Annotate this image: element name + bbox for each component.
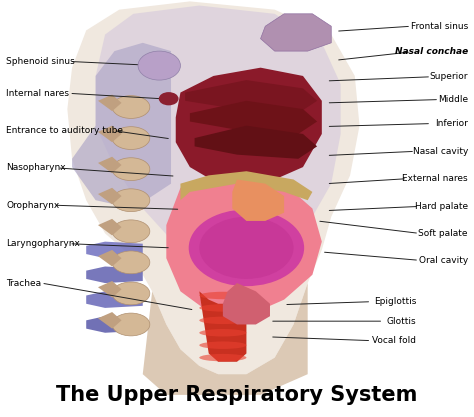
Text: Epiglottis: Epiglottis bbox=[374, 297, 416, 306]
Polygon shape bbox=[232, 179, 284, 221]
Polygon shape bbox=[190, 101, 317, 134]
Text: Nasal conchae: Nasal conchae bbox=[395, 48, 468, 56]
Ellipse shape bbox=[112, 158, 150, 181]
Text: Oropharynx: Oropharynx bbox=[6, 201, 59, 210]
Ellipse shape bbox=[199, 217, 293, 279]
Polygon shape bbox=[86, 291, 143, 308]
Ellipse shape bbox=[138, 51, 181, 80]
Ellipse shape bbox=[199, 354, 246, 362]
Ellipse shape bbox=[112, 127, 150, 149]
Text: The Upper Respiratory System: The Upper Respiratory System bbox=[56, 385, 418, 405]
Polygon shape bbox=[195, 126, 317, 159]
Text: Trachea: Trachea bbox=[6, 279, 41, 288]
Text: Oral cavity: Oral cavity bbox=[419, 256, 468, 265]
Ellipse shape bbox=[189, 209, 304, 286]
Polygon shape bbox=[199, 291, 246, 362]
Text: Sphenoid sinus: Sphenoid sinus bbox=[6, 57, 75, 66]
Polygon shape bbox=[223, 283, 270, 324]
Ellipse shape bbox=[112, 220, 150, 243]
Polygon shape bbox=[67, 1, 359, 374]
Polygon shape bbox=[98, 157, 121, 173]
Text: Middle: Middle bbox=[438, 95, 468, 104]
Ellipse shape bbox=[112, 251, 150, 274]
Polygon shape bbox=[261, 14, 331, 51]
Polygon shape bbox=[98, 250, 121, 266]
Text: Entrance to auditory tube: Entrance to auditory tube bbox=[6, 126, 123, 135]
Text: Internal nares: Internal nares bbox=[6, 89, 69, 98]
Polygon shape bbox=[98, 281, 121, 298]
Ellipse shape bbox=[199, 342, 246, 349]
Ellipse shape bbox=[112, 95, 150, 118]
Ellipse shape bbox=[112, 282, 150, 305]
Polygon shape bbox=[98, 188, 121, 204]
Polygon shape bbox=[86, 241, 143, 258]
Ellipse shape bbox=[159, 92, 179, 106]
Text: Nasopharynx: Nasopharynx bbox=[6, 163, 66, 172]
Text: Vocal fold: Vocal fold bbox=[372, 336, 416, 345]
Text: Nasal cavity: Nasal cavity bbox=[412, 147, 468, 156]
Polygon shape bbox=[98, 95, 121, 111]
Polygon shape bbox=[98, 126, 121, 142]
Polygon shape bbox=[143, 283, 308, 395]
Polygon shape bbox=[166, 176, 322, 316]
Text: External nares: External nares bbox=[402, 174, 468, 183]
Polygon shape bbox=[86, 316, 143, 333]
Text: Hard palate: Hard palate bbox=[415, 202, 468, 211]
Text: Superior: Superior bbox=[429, 72, 468, 81]
Ellipse shape bbox=[199, 304, 246, 311]
Polygon shape bbox=[98, 219, 121, 236]
Text: Inferior: Inferior bbox=[435, 119, 468, 128]
Ellipse shape bbox=[199, 317, 246, 324]
Polygon shape bbox=[181, 171, 312, 200]
Text: Glottis: Glottis bbox=[386, 317, 416, 326]
Polygon shape bbox=[72, 43, 171, 208]
Polygon shape bbox=[86, 266, 143, 283]
Polygon shape bbox=[185, 80, 317, 113]
Text: Frontal sinus: Frontal sinus bbox=[410, 22, 468, 31]
Ellipse shape bbox=[199, 292, 246, 299]
Polygon shape bbox=[98, 312, 121, 329]
Ellipse shape bbox=[112, 313, 150, 336]
Ellipse shape bbox=[199, 329, 246, 337]
Polygon shape bbox=[96, 5, 341, 266]
Polygon shape bbox=[176, 68, 322, 183]
Text: Soft palate: Soft palate bbox=[419, 229, 468, 238]
Ellipse shape bbox=[112, 189, 150, 211]
Text: Laryngopharynx: Laryngopharynx bbox=[6, 239, 80, 248]
